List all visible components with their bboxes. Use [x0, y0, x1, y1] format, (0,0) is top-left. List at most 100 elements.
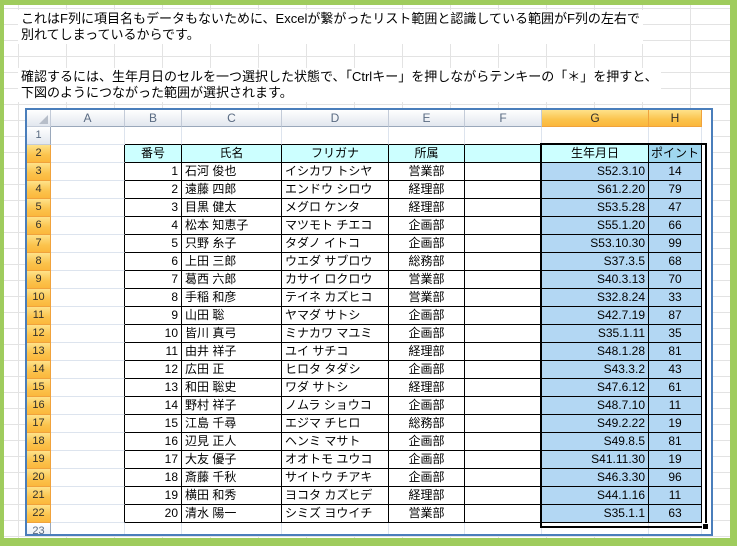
- cell-H2[interactable]: ポイント: [649, 145, 702, 163]
- cell-G8[interactable]: S37.3.5: [542, 253, 649, 271]
- select-all-corner[interactable]: [27, 110, 51, 127]
- cell-C19[interactable]: 大友 優子: [182, 451, 282, 469]
- cell-C16[interactable]: 野村 祥子: [182, 397, 282, 415]
- column-header-H[interactable]: H: [649, 110, 702, 127]
- cell-A1[interactable]: [51, 127, 125, 145]
- cell-F11[interactable]: [465, 307, 542, 325]
- cell-D22[interactable]: シミズ ヨウイチ: [282, 505, 389, 523]
- cell-A5[interactable]: [51, 199, 125, 217]
- cell-G23[interactable]: [542, 523, 649, 534]
- cell-G5[interactable]: S53.5.28: [542, 199, 649, 217]
- cell-E17[interactable]: 総務部: [389, 415, 465, 433]
- cell-B11[interactable]: 9: [125, 307, 182, 325]
- cell-A15[interactable]: [51, 379, 125, 397]
- cell-B12[interactable]: 10: [125, 325, 182, 343]
- cell-G12[interactable]: S35.1.11: [542, 325, 649, 343]
- cell-C2[interactable]: 氏名: [182, 145, 282, 163]
- cell-C9[interactable]: 葛西 六郎: [182, 271, 282, 289]
- cell-E16[interactable]: 企画部: [389, 397, 465, 415]
- row-header-16[interactable]: 16: [27, 397, 51, 415]
- fill-handle[interactable]: [702, 523, 709, 530]
- cell-C7[interactable]: 只野 糸子: [182, 235, 282, 253]
- cell-C1[interactable]: [182, 127, 282, 145]
- cell-C8[interactable]: 上田 三郎: [182, 253, 282, 271]
- row-header-15[interactable]: 15: [27, 379, 51, 397]
- cell-A21[interactable]: [51, 487, 125, 505]
- cell-H22[interactable]: 63: [649, 505, 702, 523]
- cell-A19[interactable]: [51, 451, 125, 469]
- cell-A6[interactable]: [51, 217, 125, 235]
- cell-C17[interactable]: 江島 千尋: [182, 415, 282, 433]
- cell-F1[interactable]: [465, 127, 542, 145]
- cell-B16[interactable]: 14: [125, 397, 182, 415]
- cell-F12[interactable]: [465, 325, 542, 343]
- cell-F8[interactable]: [465, 253, 542, 271]
- cell-A3[interactable]: [51, 163, 125, 181]
- cell-G21[interactable]: S44.1.16: [542, 487, 649, 505]
- cell-C23[interactable]: [182, 523, 282, 534]
- cell-H5[interactable]: 47: [649, 199, 702, 217]
- cell-A10[interactable]: [51, 289, 125, 307]
- cell-E19[interactable]: 企画部: [389, 451, 465, 469]
- cell-G7[interactable]: S53.10.30: [542, 235, 649, 253]
- cell-D1[interactable]: [282, 127, 389, 145]
- cell-A14[interactable]: [51, 361, 125, 379]
- cell-D18[interactable]: ヘンミ マサト: [282, 433, 389, 451]
- cell-C3[interactable]: 石河 俊也: [182, 163, 282, 181]
- column-header-D[interactable]: D: [282, 110, 389, 127]
- cell-D4[interactable]: エンドウ シロウ: [282, 181, 389, 199]
- cell-C21[interactable]: 横田 和秀: [182, 487, 282, 505]
- cell-D17[interactable]: エジマ チヒロ: [282, 415, 389, 433]
- row-header-21[interactable]: 21: [27, 487, 51, 505]
- cell-D5[interactable]: メグロ ケンタ: [282, 199, 389, 217]
- cell-G2[interactable]: 生年月日: [542, 145, 649, 163]
- cell-F4[interactable]: [465, 181, 542, 199]
- cell-G18[interactable]: S49.8.5: [542, 433, 649, 451]
- cell-E11[interactable]: 企画部: [389, 307, 465, 325]
- cell-B7[interactable]: 5: [125, 235, 182, 253]
- row-header-10[interactable]: 10: [27, 289, 51, 307]
- cell-C22[interactable]: 清水 陽一: [182, 505, 282, 523]
- cell-B13[interactable]: 11: [125, 343, 182, 361]
- cell-D10[interactable]: テイネ カズヒコ: [282, 289, 389, 307]
- cell-B15[interactable]: 13: [125, 379, 182, 397]
- row-header-13[interactable]: 13: [27, 343, 51, 361]
- cell-D13[interactable]: ユイ サチコ: [282, 343, 389, 361]
- cell-H6[interactable]: 66: [649, 217, 702, 235]
- row-header-22[interactable]: 22: [27, 505, 51, 523]
- cell-B18[interactable]: 16: [125, 433, 182, 451]
- cell-C11[interactable]: 山田 聡: [182, 307, 282, 325]
- cell-G1[interactable]: [542, 127, 649, 145]
- row-header-6[interactable]: 6: [27, 217, 51, 235]
- cell-B9[interactable]: 7: [125, 271, 182, 289]
- cell-E15[interactable]: 経理部: [389, 379, 465, 397]
- cell-H23[interactable]: [649, 523, 702, 534]
- cell-H3[interactable]: 14: [649, 163, 702, 181]
- cell-G11[interactable]: S42.7.19: [542, 307, 649, 325]
- cell-A18[interactable]: [51, 433, 125, 451]
- cell-G4[interactable]: S61.2.20: [542, 181, 649, 199]
- cell-E22[interactable]: 営業部: [389, 505, 465, 523]
- cell-E2[interactable]: 所属: [389, 145, 465, 163]
- cell-H10[interactable]: 33: [649, 289, 702, 307]
- cell-C13[interactable]: 由井 祥子: [182, 343, 282, 361]
- cell-F16[interactable]: [465, 397, 542, 415]
- cell-G14[interactable]: S43.3.2: [542, 361, 649, 379]
- cell-F19[interactable]: [465, 451, 542, 469]
- cell-E18[interactable]: 企画部: [389, 433, 465, 451]
- cell-A4[interactable]: [51, 181, 125, 199]
- cell-D2[interactable]: フリガナ: [282, 145, 389, 163]
- cell-H7[interactable]: 99: [649, 235, 702, 253]
- cell-E14[interactable]: 企画部: [389, 361, 465, 379]
- cell-C10[interactable]: 手稲 和彦: [182, 289, 282, 307]
- column-header-C[interactable]: C: [182, 110, 282, 127]
- row-header-23[interactable]: 23: [27, 523, 51, 534]
- cell-F17[interactable]: [465, 415, 542, 433]
- cell-C20[interactable]: 斎藤 千秋: [182, 469, 282, 487]
- row-header-8[interactable]: 8: [27, 253, 51, 271]
- cell-D3[interactable]: イシカワ トシヤ: [282, 163, 389, 181]
- cell-A11[interactable]: [51, 307, 125, 325]
- cell-F14[interactable]: [465, 361, 542, 379]
- cell-F20[interactable]: [465, 469, 542, 487]
- cell-G15[interactable]: S47.6.12: [542, 379, 649, 397]
